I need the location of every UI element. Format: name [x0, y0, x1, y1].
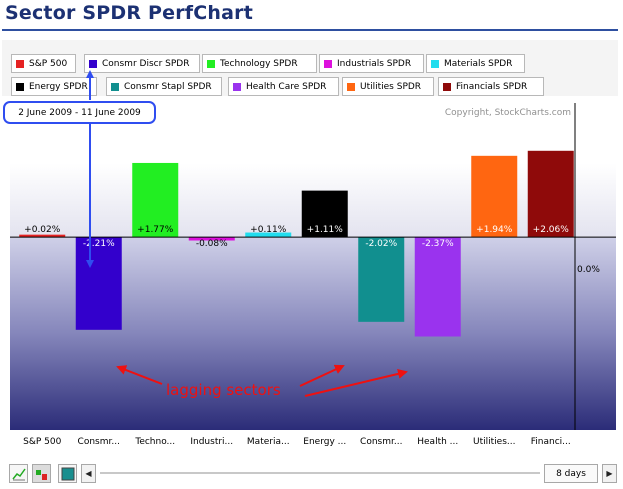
legend-label: Materials SPDR [444, 58, 513, 69]
scroll-right-button[interactable]: ▶ [602, 464, 617, 483]
category-label: Consmr... [360, 437, 403, 447]
legend-label: Financials SPDR [456, 81, 528, 92]
legend-technology-button[interactable]: Technology SPDR [202, 54, 317, 73]
value-label: -0.08% [195, 239, 228, 250]
value-label: +1.94% [476, 225, 513, 236]
legend-label: Consmr Discr SPDR [102, 58, 190, 69]
legend-materials-button[interactable]: Materials SPDR [426, 54, 525, 73]
legend-consumer-discretionary-button[interactable]: Consmr Discr SPDR [84, 54, 200, 73]
bar-6 [301, 190, 348, 238]
bar-3 [132, 162, 179, 238]
sp500-swatch-icon [16, 59, 24, 68]
value-label: +1.11% [306, 225, 343, 236]
teal-square-icon [61, 467, 74, 480]
consumer-discretionary-swatch-icon [89, 59, 97, 68]
title-divider [2, 29, 618, 31]
copyright-text: Copyright, StockCharts.com [444, 108, 571, 118]
legend-panel: S&P 500 Consmr Discr SPDR Technology SPD… [2, 40, 618, 96]
legend-energy-button[interactable]: Energy SPDR [11, 77, 97, 96]
category-label: Financi... [530, 437, 571, 447]
legend-health-care-button[interactable]: Health Care SPDR [228, 77, 339, 96]
legend-label: Industrials SPDR [337, 58, 412, 69]
bar-chart [10, 103, 616, 430]
line-chart-button[interactable] [9, 464, 28, 483]
legend-utilities-button[interactable]: Utilities SPDR [342, 77, 434, 96]
category-label: Energy ... [303, 437, 347, 447]
days-selector[interactable]: 8 days [544, 464, 598, 483]
category-label: Materia... [246, 437, 290, 447]
financials-swatch-icon [443, 82, 451, 91]
legend-financials-button[interactable]: Financials SPDR [438, 77, 544, 96]
bar-9 [471, 155, 518, 238]
legend-industrials-button[interactable]: Industrials SPDR [319, 54, 424, 73]
legend-sp500-button[interactable]: S&P 500 [11, 54, 76, 73]
value-label: -2.37% [421, 239, 454, 250]
materials-swatch-icon [431, 59, 439, 68]
bar-5 [245, 232, 292, 238]
scroll-left-button[interactable]: ◀ [81, 464, 96, 483]
technology-swatch-icon [207, 59, 215, 68]
color-theme-button[interactable] [58, 464, 77, 483]
bar-10 [527, 150, 574, 238]
bar-2 [75, 237, 122, 330]
category-label: Industri... [190, 437, 234, 447]
value-label: -2.02% [365, 239, 398, 250]
bar-4 [188, 237, 235, 241]
date-scroll-track[interactable] [100, 472, 540, 474]
category-label: Health ... [417, 437, 459, 447]
bar-1 [19, 234, 66, 238]
bar-chart-icon [35, 469, 47, 480]
page-title: Sector SPDR PerfChart [5, 2, 253, 24]
value-label: -2.21% [82, 239, 115, 250]
chart-area [10, 103, 616, 430]
category-label: Utilities... [473, 437, 516, 447]
consumer-staples-swatch-icon [111, 82, 119, 91]
legend-consumer-staples-button[interactable]: Consmr Stapl SPDR [106, 77, 222, 96]
utilities-swatch-icon [347, 82, 355, 91]
value-label: +0.11% [250, 225, 287, 236]
category-label: Techno... [135, 437, 176, 447]
industrials-swatch-icon [324, 59, 332, 68]
energy-swatch-icon [16, 82, 24, 91]
bar-8 [414, 237, 461, 337]
value-label: +2.06% [532, 225, 569, 236]
lagging-sectors-annotation: lagging sectors [166, 381, 281, 399]
value-label: +1.77% [137, 225, 174, 236]
legend-label: Utilities SPDR [360, 81, 422, 92]
category-label: Consmr... [77, 437, 120, 447]
line-chart-icon [11, 468, 26, 480]
bar-chart-button[interactable] [32, 464, 51, 483]
value-label: +0.02% [24, 225, 61, 236]
category-label: S&P 500 [23, 437, 62, 447]
date-range-box: 2 June 2009 - 11 June 2009 [3, 101, 156, 124]
legend-label: Health Care SPDR [246, 81, 327, 92]
legend-label: Consmr Stapl SPDR [124, 81, 212, 92]
health-care-swatch-icon [233, 82, 241, 91]
legend-label: S&P 500 [29, 58, 68, 69]
baseline-label: 0.0% [577, 265, 600, 275]
legend-label: Energy SPDR [29, 81, 88, 92]
legend-label: Technology SPDR [220, 58, 298, 69]
bar-7 [358, 237, 405, 322]
